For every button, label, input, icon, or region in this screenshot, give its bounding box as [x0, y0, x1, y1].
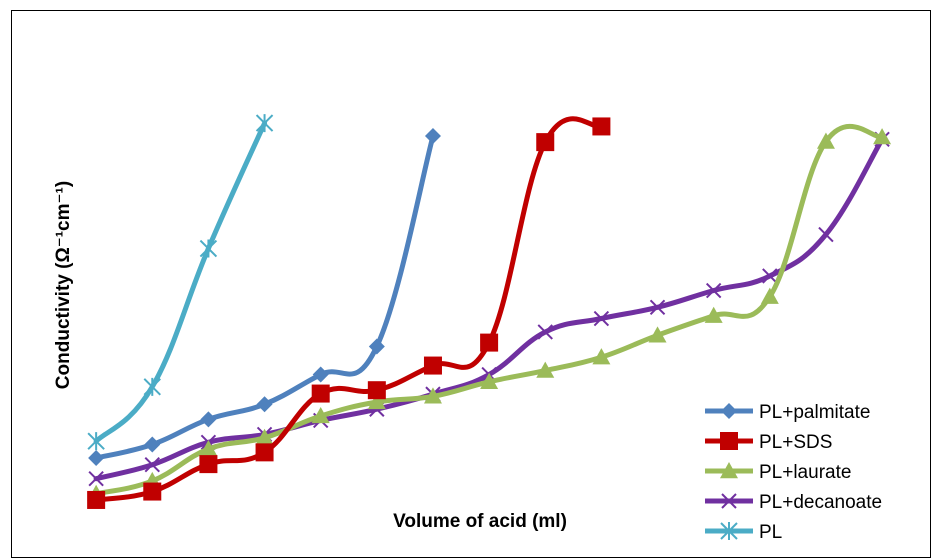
series-line-2: [93, 123, 885, 497]
data-point-3-10: [649, 299, 666, 316]
data-point-4-1: [143, 377, 161, 396]
data-point-0-3: [256, 396, 273, 413]
data-point-2-14: [873, 128, 892, 145]
legend-label-3: PL+decanoate: [759, 492, 882, 513]
data-point-2-3: [255, 428, 274, 445]
legend-marker-4: [720, 522, 738, 540]
legend-item-3: PL+decanoate: [705, 492, 882, 513]
data-point-0-6: [424, 127, 441, 144]
data-point-3-9: [593, 310, 610, 327]
legend-label-0: PL+palmitate: [759, 402, 870, 423]
legend-label-4: PL: [759, 522, 782, 543]
data-point-3-0: [88, 470, 104, 487]
x-axis-label: Volume of acid (ml): [393, 511, 567, 532]
data-point-1-9: [592, 117, 611, 136]
data-point-4-3: [255, 114, 274, 133]
data-point-0-1: [144, 436, 161, 453]
data-point-1-1: [143, 482, 162, 501]
data-point-2-2: [199, 440, 218, 457]
data-point-2-7: [480, 372, 499, 389]
data-point-2-6: [423, 387, 442, 404]
legend-marker-0: [721, 403, 737, 419]
data-point-1-0: [87, 490, 106, 509]
data-point-0-2: [200, 411, 217, 428]
data-point-3-8: [537, 324, 553, 340]
series-4: [87, 114, 274, 451]
data-point-4-0: [87, 432, 105, 451]
legend-item-2: PL+laurate: [705, 462, 851, 483]
data-point-0-4: [312, 366, 329, 383]
data-point-1-6: [423, 356, 442, 375]
data-point-1-3: [255, 443, 274, 462]
data-point-3-1: [144, 456, 160, 473]
data-point-2-4: [311, 406, 330, 424]
series-layer: [87, 114, 892, 509]
data-point-3-12: [762, 268, 778, 284]
data-point-2-5: [367, 392, 386, 410]
legend: PL+palmitate PL+SDS PL+laurate PL+decanoate…: [705, 402, 882, 543]
data-point-2-8: [536, 361, 555, 378]
legend-marker-1: [720, 432, 738, 450]
legend-item-4: PL: [705, 522, 782, 543]
legend-marker-3: [721, 493, 737, 509]
data-point-1-2: [199, 455, 218, 474]
legend-item-0: PL+palmitate: [705, 402, 870, 423]
legend-label-1: PL+SDS: [759, 432, 832, 453]
data-point-0-0: [88, 449, 105, 466]
data-point-2-12: [760, 287, 779, 304]
series-line-4: [93, 120, 268, 444]
data-point-1-7: [480, 333, 499, 352]
data-point-2-13: [816, 132, 835, 149]
data-point-2-10: [648, 326, 667, 343]
data-point-1-4: [311, 384, 330, 403]
legend-label-2: PL+laurate: [759, 462, 851, 483]
legend-marker-2: [720, 462, 738, 479]
data-point-1-8: [536, 133, 555, 152]
data-point-3-13: [818, 226, 834, 243]
data-point-0-5: [368, 338, 385, 355]
data-point-3-11: [705, 282, 722, 299]
legend-item-1: PL+SDS: [705, 432, 832, 453]
data-point-2-11: [704, 306, 723, 323]
series-0: [88, 127, 441, 466]
data-point-2-9: [592, 348, 611, 365]
series-line-3: [93, 136, 885, 482]
series-1: [87, 116, 611, 509]
data-point-4-2: [199, 239, 218, 258]
data-point-1-5: [367, 381, 386, 400]
series-line-1: [93, 116, 604, 503]
y-axis-label: Conductivity (Ω⁻¹cm⁻¹): [53, 181, 74, 389]
